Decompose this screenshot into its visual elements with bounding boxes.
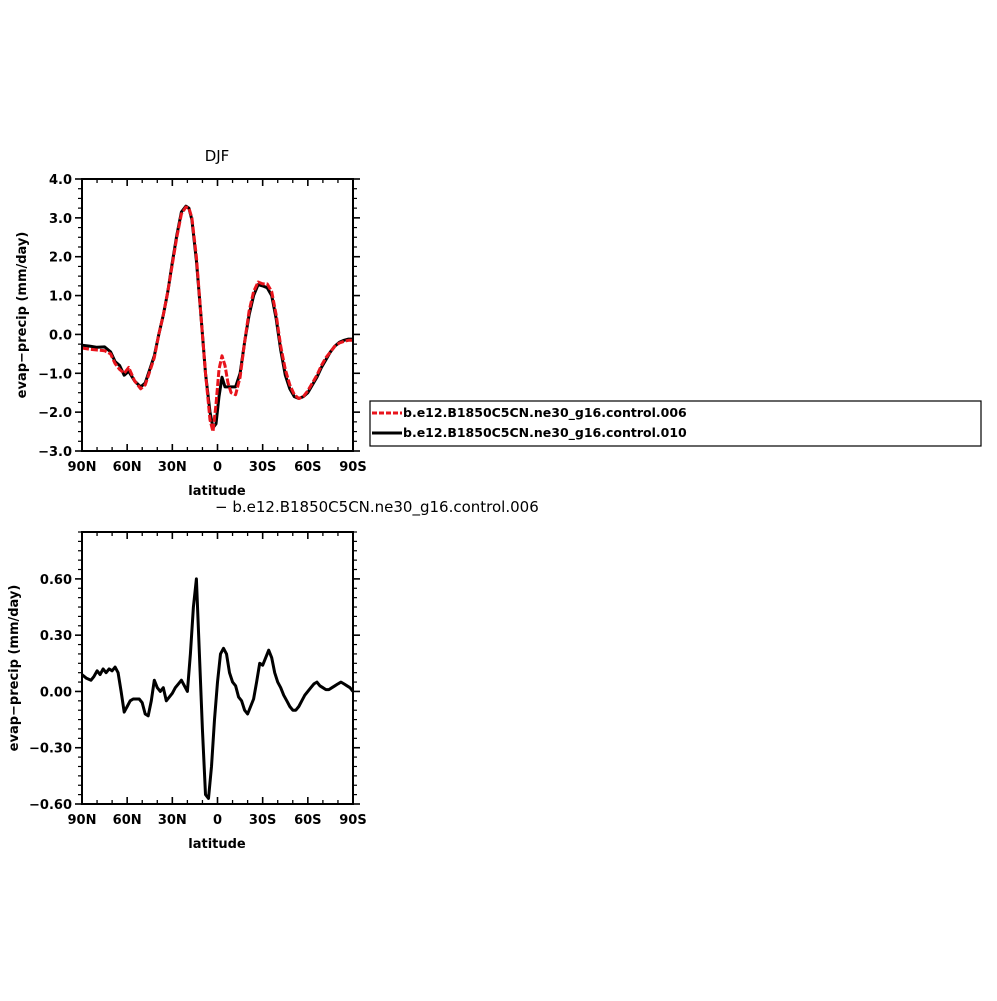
bottom-panel-ticks: 90N 60N 30N 0 30S 60S 90S −0.60 −0.30 0.00 0.30 0.6… xyxy=(29,531,367,828)
top-panel-ticks: 90N 60N 30N 0 30S 60S 90S −3.0 −2.0 −1.0 0.0 1.0 2.0… xyxy=(38,173,367,475)
y-tick-label: −0.30 xyxy=(29,742,72,757)
x-tick-label: 90N xyxy=(68,460,97,475)
y-tick-label: 0.60 xyxy=(40,573,72,588)
x-tick-label: 30S xyxy=(249,813,276,828)
y-tick-label: 1.0 xyxy=(49,290,72,305)
y-tick-label: −2.0 xyxy=(38,406,72,421)
y-tick-label: 3.0 xyxy=(49,212,72,227)
x-tick-label: 60N xyxy=(113,813,142,828)
x-tick-label: 30N xyxy=(158,813,187,828)
y-tick-label: −3.0 xyxy=(38,445,72,460)
y-tick-label: −0.60 xyxy=(29,798,72,813)
top-panel-xlabel: latitude xyxy=(188,484,246,499)
top-panel: DJF latitude evap−precip (mm/day) 90N 60N… xyxy=(15,147,367,499)
top-panel-series xyxy=(81,204,353,434)
legend-label-010: b.e12.B1850C5CN.ne30_g16.control.010 xyxy=(403,425,687,441)
x-tick-label: 90N xyxy=(68,813,97,828)
x-tick-label: 30N xyxy=(158,460,187,475)
legend: b.e12.B1850C5CN.ne30_g16.control.006 b.e… xyxy=(369,400,982,447)
bottom-panel-title: − b.e12.B1850C5CN.ne30_g16.control.006 xyxy=(215,498,539,517)
top-panel-frame xyxy=(81,178,354,452)
top-panel-ylabel: evap−precip (mm/day) xyxy=(15,232,30,399)
x-tick-label: 0 xyxy=(213,813,222,828)
bottom-panel-series xyxy=(81,577,355,800)
y-tick-label: 0.30 xyxy=(40,629,72,644)
y-tick-label: 0.0 xyxy=(49,328,72,343)
bottom-panel-frame xyxy=(81,531,354,805)
x-tick-label: 0 xyxy=(213,460,222,475)
legend-label-006: b.e12.B1850C5CN.ne30_g16.control.006 xyxy=(403,405,687,421)
y-tick-label: 4.0 xyxy=(49,173,72,188)
series-line-0 xyxy=(81,577,355,800)
x-tick-label: 60S xyxy=(294,813,321,828)
bottom-panel-ylabel: evap−precip (mm/day) xyxy=(7,585,22,752)
x-tick-label: 30S xyxy=(249,460,276,475)
bottom-panel-xlabel: latitude xyxy=(188,837,246,852)
bottom-panel: − b.e12.B1850C5CN.ne30_g16.control.006 l… xyxy=(7,498,539,852)
x-tick-label: 90S xyxy=(339,813,366,828)
y-tick-label: 2.0 xyxy=(49,251,72,266)
y-tick-label: 0.00 xyxy=(40,685,72,700)
x-tick-label: 60N xyxy=(113,460,142,475)
x-tick-label: 90S xyxy=(339,460,366,475)
y-tick-label: −1.0 xyxy=(38,367,72,382)
series-line-0 xyxy=(81,205,353,434)
legend-box xyxy=(369,400,982,447)
x-tick-label: 60S xyxy=(294,460,321,475)
top-panel-title: DJF xyxy=(205,147,230,165)
